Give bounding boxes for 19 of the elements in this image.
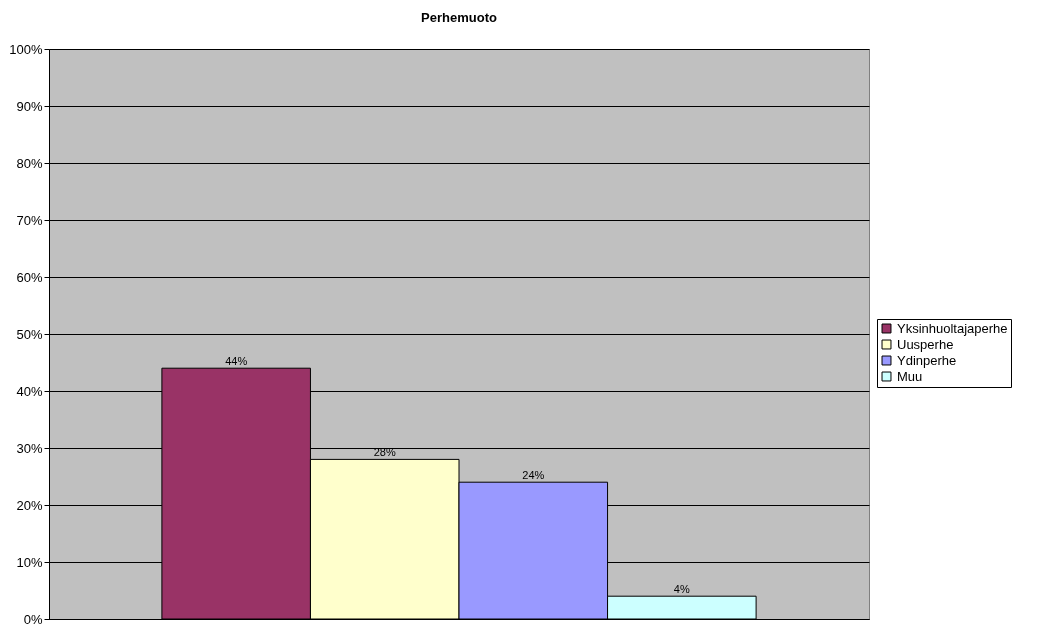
y-tick-label: 100% bbox=[9, 41, 43, 57]
y-tick-label: 90% bbox=[16, 98, 43, 114]
y-tick-label: 0% bbox=[23, 611, 43, 627]
data-label: 4% bbox=[673, 583, 690, 596]
y-tick-label: 70% bbox=[16, 212, 43, 228]
y-tick-label: 50% bbox=[16, 326, 43, 342]
legend-label: Muu bbox=[897, 368, 923, 384]
legend-label: Ydinperhe bbox=[897, 352, 957, 368]
y-tick-label: 10% bbox=[16, 554, 43, 570]
legend-label: Yksinhuoltajaperhe bbox=[897, 320, 1008, 336]
y-tick-label: 40% bbox=[16, 383, 43, 399]
chart-title: Perhemuoto bbox=[421, 10, 497, 25]
data-label: 24% bbox=[522, 469, 545, 482]
y-tick-label: 30% bbox=[16, 440, 43, 456]
legend-label: Uusperhe bbox=[897, 336, 954, 352]
y-tick-label: 20% bbox=[16, 497, 43, 513]
data-label: 44% bbox=[225, 355, 248, 368]
y-tick-label: 60% bbox=[16, 269, 43, 285]
y-tick-label: 80% bbox=[16, 155, 43, 171]
